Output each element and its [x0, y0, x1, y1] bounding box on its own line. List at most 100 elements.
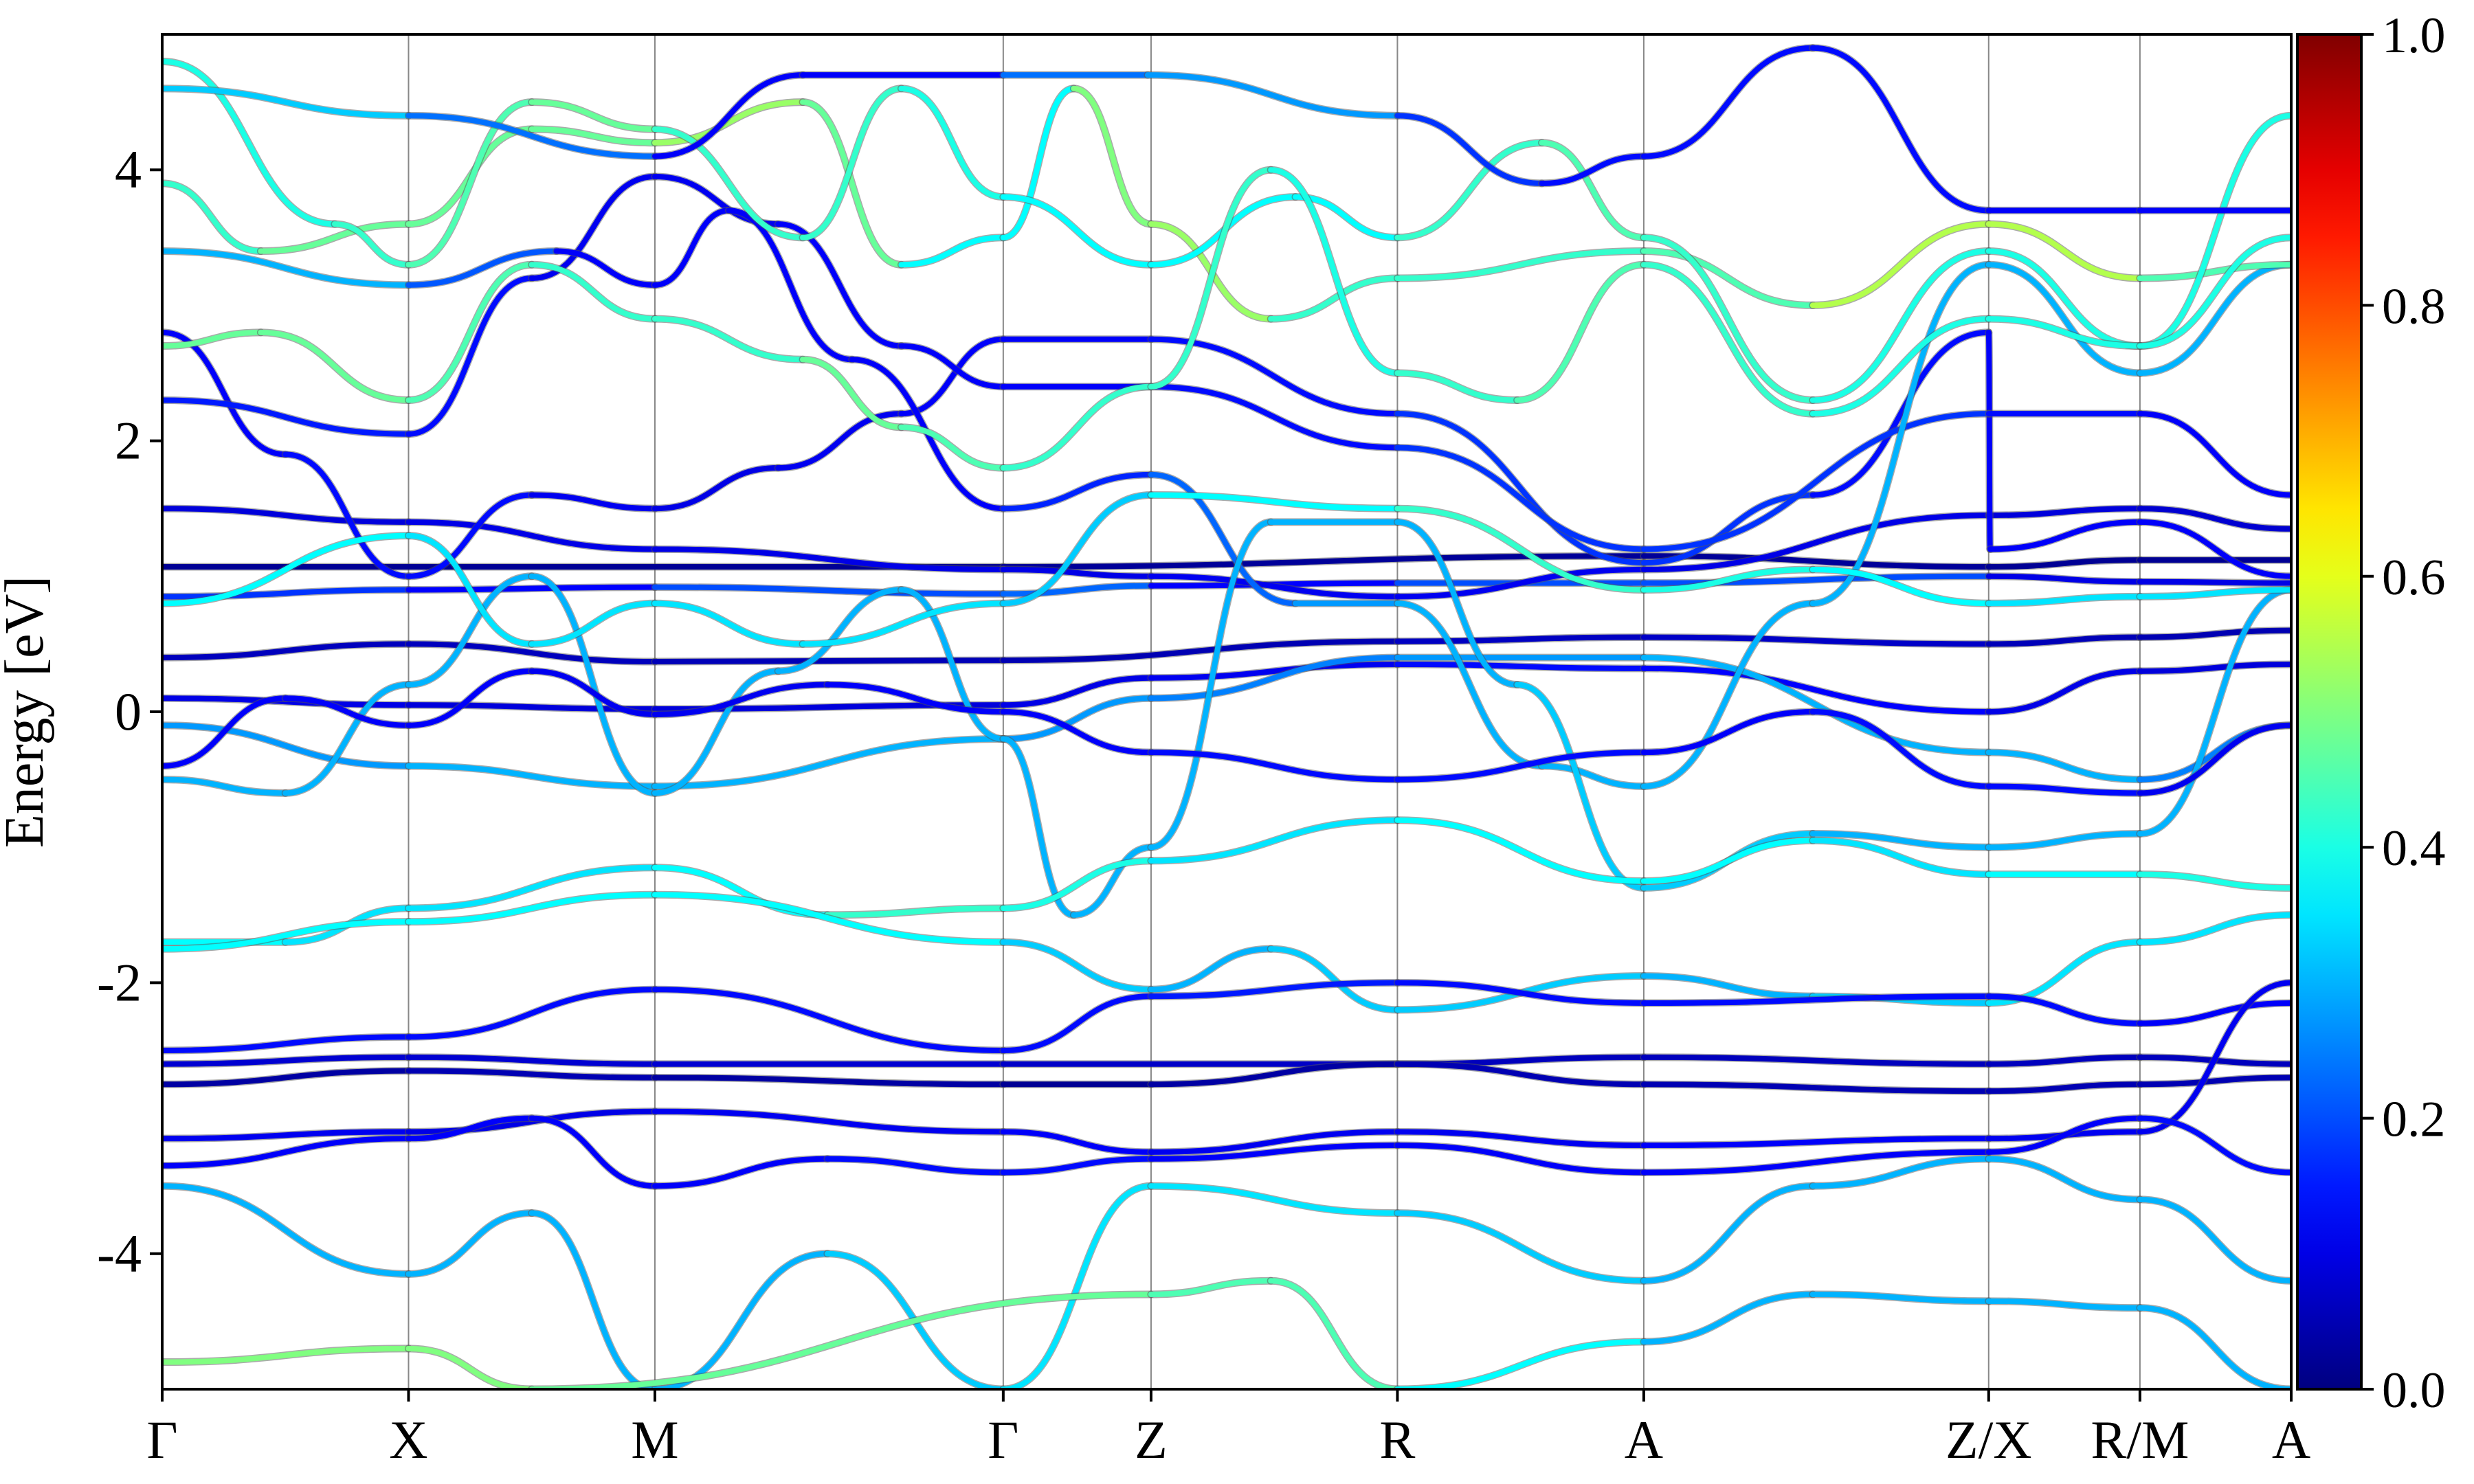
band-segment [528, 99, 658, 133]
band-segment [405, 113, 658, 159]
band-segment [2137, 113, 2291, 349]
band-segment [405, 1054, 658, 1067]
band-segment [651, 546, 1006, 572]
band-segment [528, 668, 658, 717]
band-segment [1985, 594, 2143, 607]
band-segment [1148, 573, 1401, 600]
band-segment [1640, 973, 1816, 1000]
band-segment [1640, 513, 1992, 572]
band-segment [1985, 506, 2143, 519]
band-segment [405, 641, 658, 665]
band-segment [651, 465, 781, 512]
band-segment [258, 329, 412, 403]
band-segment [775, 221, 904, 349]
band-17 [162, 1114, 2291, 1190]
band-segment [2137, 1000, 2291, 1026]
band-segment [1394, 1143, 1647, 1176]
band-segment [1394, 519, 1520, 688]
band-segment [1809, 316, 1992, 417]
band-segment [651, 600, 806, 647]
band-segment [651, 736, 1006, 789]
band-segment [1148, 655, 1401, 701]
band-segment [2137, 661, 2291, 674]
band-segment [1985, 783, 2143, 796]
band-8 [162, 172, 2291, 553]
band-segment [651, 126, 806, 240]
band-segment [162, 506, 412, 525]
band-segment [1809, 221, 1992, 308]
band-segment [651, 657, 1006, 665]
band-19 [162, 1277, 2291, 1389]
band-segment [651, 892, 1006, 945]
band-segment [824, 682, 1006, 715]
band-segment [1394, 634, 1647, 644]
band-segment [1394, 980, 1647, 1006]
band-segment [2137, 1115, 2291, 1176]
kpoint-label: A [2272, 1410, 2310, 1470]
band-segment [2137, 234, 2291, 349]
band-segment [651, 668, 781, 796]
band-segment [1148, 1061, 1401, 1088]
band-segment [1640, 1136, 1992, 1149]
band-segment [898, 85, 1006, 200]
band-segment [405, 1068, 658, 1081]
band-segment [1268, 1278, 1401, 1389]
band-segment [162, 329, 289, 458]
band-segment [1640, 634, 1992, 647]
band-segment [651, 72, 806, 159]
band-segment [651, 1156, 830, 1189]
band-segment [1809, 329, 1992, 498]
band-segment [1000, 695, 1154, 742]
band-segment [898, 343, 1006, 390]
band-segment [1640, 1054, 1992, 1067]
band-segment [2137, 519, 2291, 579]
band-segment [405, 1115, 535, 1142]
band-segment [1640, 665, 1992, 715]
band-segment [651, 1108, 1006, 1135]
band-segment [1809, 45, 1992, 214]
band-segment [1394, 566, 1647, 600]
band-segment [162, 329, 264, 349]
band-segment [2137, 627, 2291, 640]
band-segment [1394, 600, 1545, 769]
band-segment [1640, 1149, 1992, 1176]
band-segment [775, 587, 904, 674]
band-segment [2137, 587, 2291, 837]
band-23 [162, 491, 2291, 648]
band-segment [1987, 519, 2143, 552]
y-tick-label: 0 [115, 682, 142, 741]
band-segment [1394, 445, 1647, 552]
band-segment [1268, 275, 1401, 322]
band-11 [162, 816, 2291, 946]
band-segment [528, 600, 658, 647]
band-segment [1394, 661, 1647, 671]
band-segment [1514, 262, 1647, 403]
band-segment [162, 397, 412, 437]
band-segment [1148, 383, 1401, 451]
band-segment [1985, 634, 2143, 647]
y-tick-label: 4 [115, 139, 142, 199]
band-segment [1640, 600, 1816, 789]
band-segment [1148, 167, 1274, 390]
band-segment [898, 424, 1006, 471]
band-4 [162, 504, 2291, 600]
band-segment [258, 221, 412, 254]
band-segment [1539, 153, 1647, 186]
band-segment [1000, 383, 1154, 471]
band-segment [528, 174, 658, 281]
band-segment [1268, 946, 1401, 1013]
band-segment [405, 864, 658, 911]
band-20 [162, 85, 2291, 323]
colorbar-tick-label: 0.0 [2382, 1362, 2446, 1419]
band-segment [1000, 1183, 1154, 1389]
band-segment [1640, 553, 1992, 570]
band-segment [1000, 993, 1154, 1053]
band-segment [1394, 411, 1647, 566]
band-segment [1000, 553, 1647, 570]
band-segment [1640, 234, 1816, 403]
band-segment [405, 1210, 535, 1277]
band-segment [1394, 506, 1647, 593]
band-13 [162, 978, 2291, 1055]
band-segment [1985, 1156, 2143, 1202]
band-segment [1148, 336, 1401, 417]
